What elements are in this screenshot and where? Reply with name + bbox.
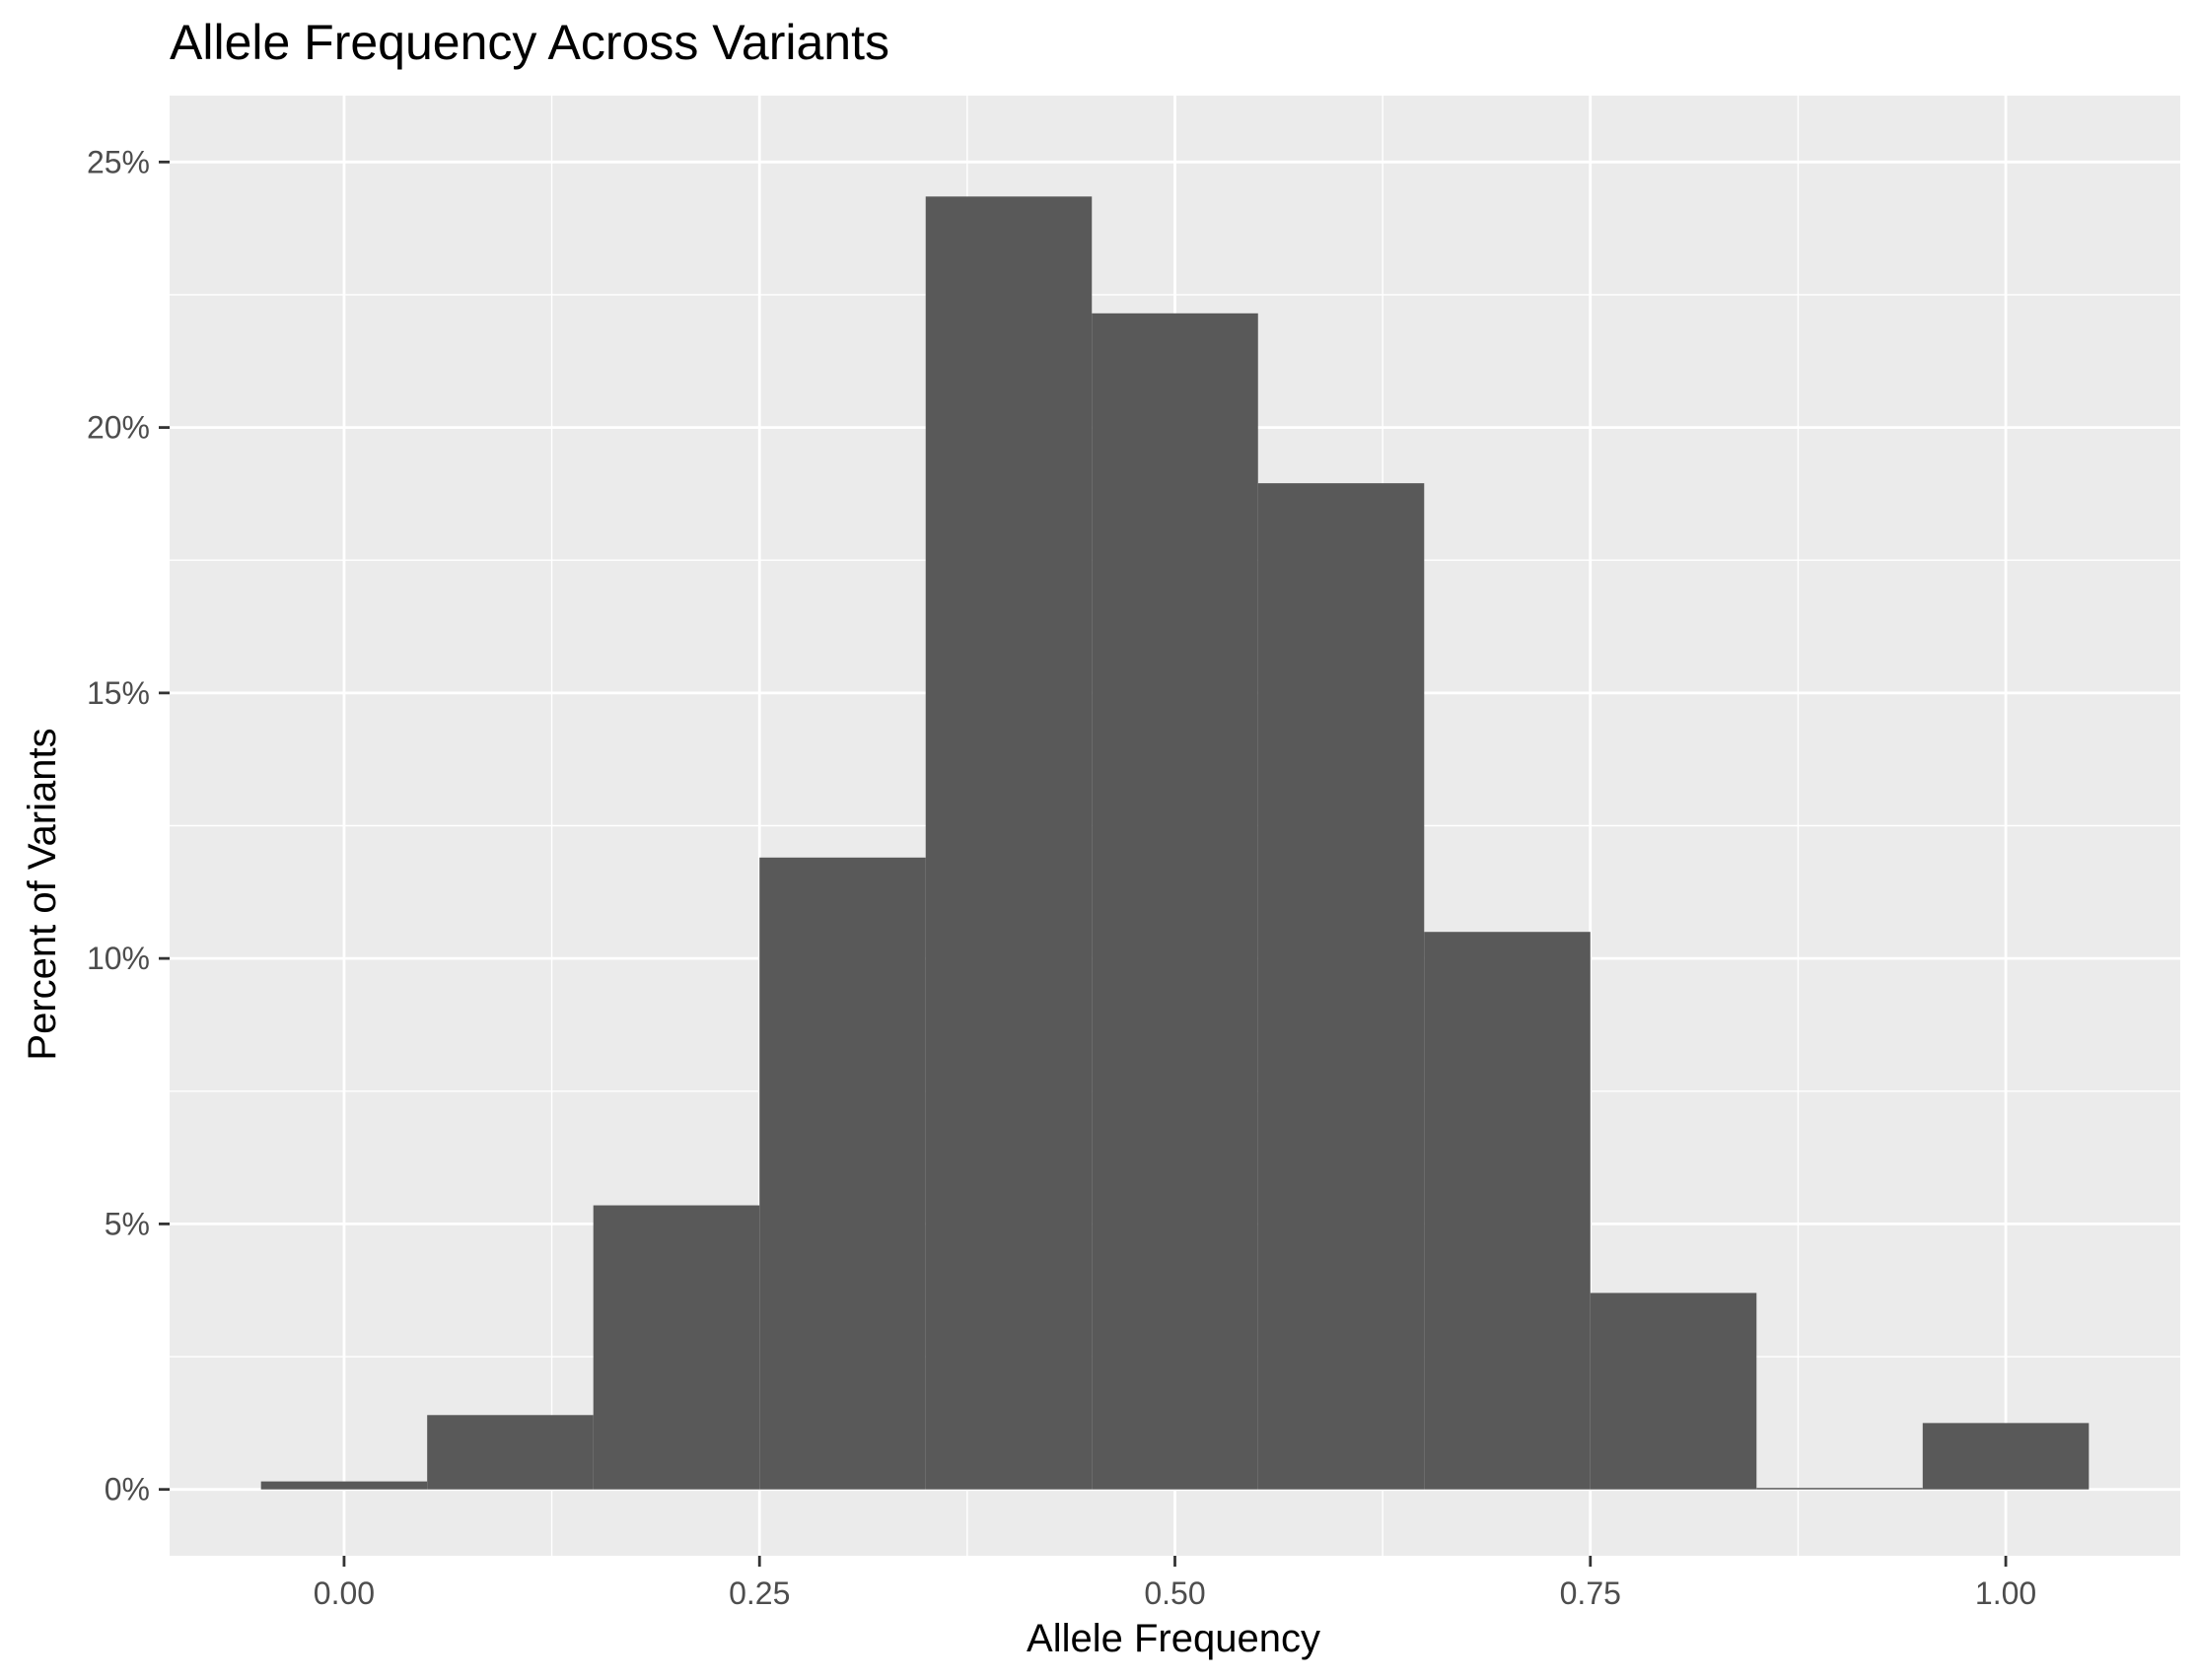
x-tick-label: 0.50 bbox=[1144, 1575, 1205, 1611]
histogram-bar bbox=[1092, 313, 1258, 1490]
histogram-bar bbox=[759, 857, 926, 1490]
y-tick-label: 15% bbox=[87, 675, 150, 711]
x-tick-label: 0.25 bbox=[729, 1575, 790, 1611]
x-tick-label: 0.00 bbox=[314, 1575, 375, 1611]
histogram-bar bbox=[1922, 1423, 2090, 1490]
x-tick-label: 0.75 bbox=[1560, 1575, 1621, 1611]
histogram-bar bbox=[260, 1481, 428, 1490]
histogram-bar bbox=[427, 1415, 594, 1490]
chart-title: Allele Frequency Across Variants bbox=[170, 15, 889, 70]
histogram-bar bbox=[1590, 1293, 1757, 1490]
x-tick-label: 1.00 bbox=[1975, 1575, 2036, 1611]
y-axis-title: Percent of Variants bbox=[21, 728, 64, 1060]
histogram-bar bbox=[925, 196, 1093, 1490]
y-tick-label: 0% bbox=[105, 1472, 150, 1507]
histogram-bars bbox=[260, 196, 2090, 1490]
y-tick-label: 10% bbox=[87, 941, 150, 976]
y-tick-label: 25% bbox=[87, 144, 150, 179]
histogram-bar bbox=[1756, 1488, 1923, 1490]
histogram-bar bbox=[593, 1205, 760, 1490]
y-tick-label: 5% bbox=[105, 1206, 150, 1241]
histogram-bar bbox=[1424, 932, 1591, 1490]
x-axis: 0.00 0.25 0.50 0.75 1.00 bbox=[314, 1556, 2036, 1611]
histogram-bar bbox=[1257, 483, 1425, 1490]
y-axis: 0% 5% 10% 15% 20% 25% bbox=[87, 144, 170, 1507]
x-axis-title: Allele Frequency bbox=[1027, 1617, 1320, 1660]
y-tick-label: 20% bbox=[87, 410, 150, 446]
